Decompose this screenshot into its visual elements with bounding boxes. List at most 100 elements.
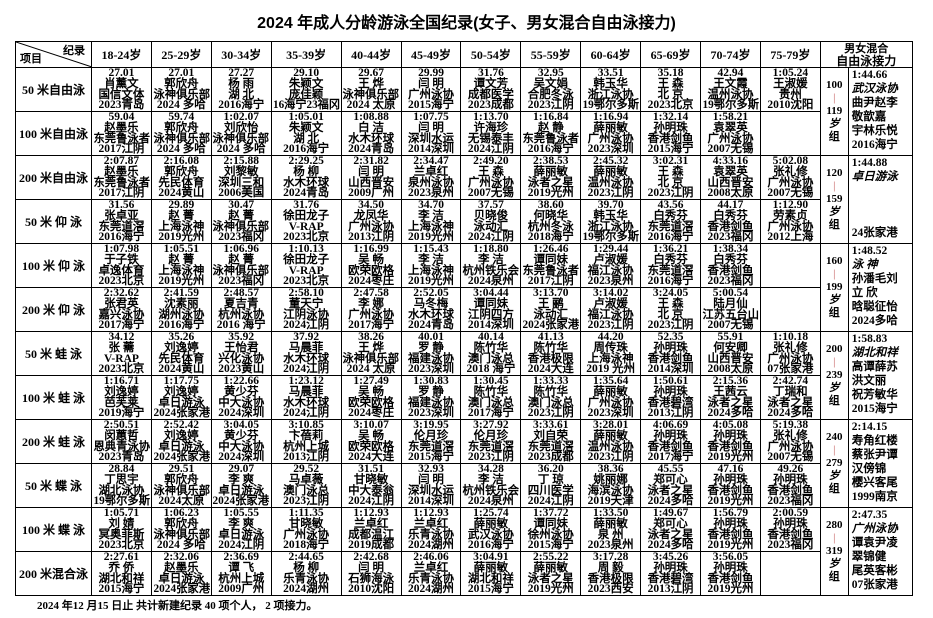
record-cell: 1:27.49 吴 畅欧荣欧格 2024枣庄 (340, 375, 402, 420)
record-time: 59.74 (152, 113, 210, 123)
record-year-place: 2023深圳 (582, 144, 640, 155)
club-name: 兴化泳协 (212, 353, 270, 365)
record-time-text: 3:04.91 (473, 551, 509, 564)
club-name-text: 山西晋安 (707, 176, 754, 189)
record-cell: 43.56 白秀芬 东莞道滘 2016海宁 (640, 199, 702, 244)
record-time: 2:16.08 (152, 157, 210, 167)
record-time: 3:14.02 (582, 287, 640, 300)
record-time-text: 2:15.88 (223, 155, 259, 168)
club-name: 广州泳协 (761, 441, 819, 453)
record-year-place: 2024枣庄 (342, 408, 400, 419)
group-min-text: 160 (826, 255, 843, 267)
record-year-place: 2013江阴 (342, 231, 400, 244)
record-time-text: 3:13.70 (533, 287, 569, 300)
club-name: 山西晋安 (702, 176, 760, 189)
swimmer-name-text: 伦月珍 (473, 429, 509, 442)
group-unit: 岁 (821, 294, 847, 307)
swimmer-name-text: 韩玉华 (593, 209, 628, 222)
record-cell: 5:02.08 张礼修 广州泳协 2007无锡 (759, 155, 821, 200)
record-year-place: 19鄂尔多斯 (92, 496, 150, 507)
swimmer-name: 孙明珠 (642, 386, 700, 398)
club-name: 广州泳协 (761, 221, 819, 233)
record-year-place: 2023福冈 (702, 232, 760, 243)
record-time-text: 1:16.84 (533, 111, 569, 124)
swimmer-name-text: 杨 柳 (293, 165, 320, 178)
group-unit: 岁 (821, 206, 847, 219)
club-name: 水木环球 (272, 177, 340, 189)
club-name: 欧荣欧格 (342, 397, 400, 409)
club-name: 中大泰翁 (342, 485, 400, 497)
swimmer-name-text: 陈竹华 (473, 341, 509, 354)
record-time-text: 3:14.02 (592, 287, 629, 300)
record-time-text: 2:31.82 (353, 155, 389, 168)
swimmer-name: 朱颖文 (272, 78, 340, 90)
swimmer-name-text: 周 毅 (597, 561, 624, 574)
club-name: 欧荣欧格 (342, 441, 400, 453)
club-name-text: 温州泳协 (707, 88, 754, 101)
record-time-text: 2:07.87 (103, 155, 140, 168)
relay-record-cell: 2:14.15 寿角红楼 蔡张尹谭 汉傍锦 樱兴客尾 1999南京 (847, 419, 913, 508)
record-year-place: 2015海宁 (522, 540, 580, 551)
swimmer-name: 杨 柳 (272, 165, 340, 178)
swimmer-name-text: 乔 侨 (108, 561, 135, 574)
record-year-place-text: 2024泉州 (467, 275, 514, 288)
club-name-text: 温州泳协 (587, 440, 634, 453)
swimmer-name-text: 丁 琼 (537, 473, 564, 486)
table-row: 200 米自由泳 2:07.87 赵墨乐 东莞鲁泳者 2017江阴 2:16.08 郭欣舟先… (15, 155, 913, 244)
swimmer-name-text: 王茜云 (713, 385, 748, 398)
swimmer-name: 赵墨乐 (92, 166, 150, 178)
record-cell: 1:17.75 刘逸婷 卓日游泳 2024张家港 (150, 375, 212, 420)
record-year-place-text: 2017江阴 (98, 143, 145, 156)
record-time-text: 45.55 (657, 463, 684, 476)
swimmer-name: 薛丽敏 (582, 430, 640, 442)
swimmer-name-text: 闫 明 (358, 561, 385, 574)
record-cell: 1:22.66 黄少芬 中大泳协 2024深圳 (210, 375, 272, 420)
swimmer-name-text: 薛丽敏 (533, 561, 569, 574)
record-year-place: 2023青岛 (92, 452, 150, 463)
record-time: 4:06.69 (642, 421, 700, 431)
record-time-text: 2:42.68 (353, 551, 389, 564)
club-name: 香港剑鱼 (642, 441, 700, 453)
relay-members-text: 蔡张尹谭 (851, 449, 898, 461)
event-name: 200 米 仰 泳 (15, 287, 92, 332)
club-name: 武汉泳协 (462, 529, 520, 541)
table-row: 50 米 仰 泳 31.56 张卓亚 东莞道滘 2016海宁 29.89 赵 菁上海泳神 20… (15, 199, 913, 244)
club-name: 广州泳协 (582, 133, 640, 145)
swimmer-name-text: 谭 飞 (228, 561, 255, 574)
club-name-text: 泳者之星 (527, 176, 574, 189)
record-cell: 1:02.07 刘欣怡 泳神俱乐部 2024 多哈 (210, 111, 272, 156)
club-name-text: 湖北和祥 (467, 572, 514, 585)
age-group-header: 75-79岁 (759, 41, 821, 68)
club-name-text: V-RAP (288, 220, 324, 233)
swimmer-name: 谭 飞 (212, 561, 270, 574)
record-time-text: 31.76 (293, 199, 320, 212)
swimmer-name-text: 徐田龙子 (283, 253, 330, 266)
record-time-text: 27.01 (108, 67, 135, 80)
relay-members (852, 198, 912, 212)
record-cell: 52.35 孙明珠 香港剑鱼 2014深圳 (640, 331, 702, 376)
table-row: 50 米自由泳 27.01 肖薰文 国信文体 2023青岛 27.01 郭欣舟 泳神俱乐部 20… (15, 67, 913, 156)
record-time: 3:02.31 (642, 157, 700, 167)
swimmer-name-text: 郑可心 (653, 473, 688, 486)
club-name: 国信文体 (92, 89, 150, 101)
swimmer-name: 李 爽 (212, 474, 270, 486)
record-time-text: 27.01 (168, 67, 195, 80)
record-year-place-text: 2023北京 (98, 363, 145, 376)
record-year-place: 19鄂尔多斯 (702, 100, 760, 111)
swimmer-name: 刘逸婷 (152, 386, 210, 398)
swimmer-name-text: 孙明珠 (713, 561, 748, 574)
club-name: 四川医学 (522, 485, 580, 497)
record-year-place-text: 2013江阴 (348, 231, 395, 244)
relay-members-text: 敬歆嘉 (851, 111, 887, 123)
swimmer-name: 薛丽敏 (582, 518, 640, 530)
club-name: 上海泳神 (152, 221, 210, 233)
swimmer-name: 周 毅 (582, 561, 640, 574)
record-cell: 2:00.59 孙明珠 香港剑鱼 2023福冈 (759, 507, 821, 552)
club-name: 泳神俱乐部 (152, 485, 210, 497)
swimmer-name-text: 郭欣舟 (164, 517, 199, 530)
record-year-place-text: 19鄂尔多斯 (582, 99, 639, 112)
record-year-place-text: 2019海宁 (98, 407, 145, 420)
record-year-place: 2023成都 (462, 100, 520, 111)
swimmer-name-text: 白秀芬 (653, 209, 688, 222)
record-time: 3:28.01 (582, 421, 640, 431)
